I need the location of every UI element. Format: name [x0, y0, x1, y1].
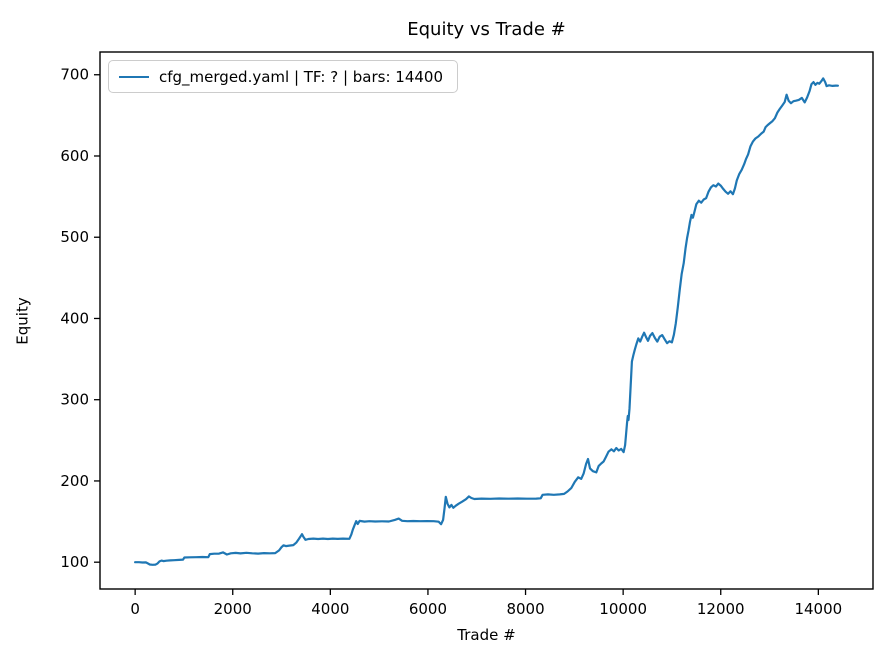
chart-title: Equity vs Trade # [407, 19, 566, 40]
x-axis-label: Trade # [457, 626, 516, 644]
x-tick-label: 12000 [697, 600, 745, 618]
x-tick-label: 14000 [794, 600, 842, 618]
y-axis-label: Equity [13, 297, 32, 345]
x-tick-label: 4000 [311, 600, 349, 618]
legend-label: cfg_merged.yaml | TF: ? | bars: 14400 [159, 67, 444, 86]
y-tick-label: 700 [60, 66, 89, 84]
x-tick-label: 0 [130, 600, 140, 618]
y-tick-label: 100 [60, 553, 89, 571]
y-tick-label: 400 [60, 309, 89, 327]
y-tick-label: 600 [60, 147, 89, 165]
y-tick-label: 300 [60, 391, 89, 409]
y-tick-label: 200 [60, 472, 89, 490]
equity-line [134, 77, 839, 566]
x-tick-label: 10000 [599, 600, 647, 618]
axes-frame [99, 51, 874, 590]
y-tick-label: 500 [60, 228, 89, 246]
x-tick-label: 6000 [409, 600, 447, 618]
legend: cfg_merged.yaml | TF: ? | bars: 14400 [108, 60, 459, 93]
x-tick-label: 8000 [506, 600, 544, 618]
x-tick-label: 2000 [214, 600, 252, 618]
legend-line-swatch [119, 75, 149, 78]
